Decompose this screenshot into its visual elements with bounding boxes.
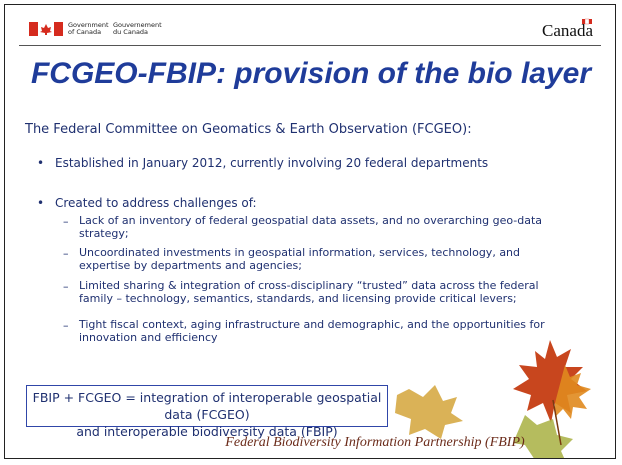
bullet-text: Established in January 2012, currently i… bbox=[55, 156, 489, 170]
maple-leaves bbox=[395, 340, 591, 458]
intro: The Federal Committee on Geomatics & Ear… bbox=[25, 122, 472, 137]
bullet-marker: • bbox=[37, 196, 45, 210]
sub-bullet-text: Uncoordinated investments in geospatial … bbox=[79, 246, 521, 272]
header-rule bbox=[19, 45, 601, 46]
box-line: and interoperable biodiversity data (FBI… bbox=[76, 424, 338, 439]
wordmark: Canada bbox=[542, 21, 593, 40]
box-line: FBIP + FCGEO = integration of interopera… bbox=[32, 390, 382, 422]
sub-marker: – bbox=[63, 319, 69, 332]
slide-title: FCGEO-FBIP: provision of the bio layer bbox=[30, 57, 592, 90]
sub-bullet-text: Limited sharing & integration of cross-d… bbox=[79, 279, 539, 305]
sub-marker: – bbox=[63, 215, 69, 228]
decoration bbox=[29, 18, 592, 458]
wordmark-flag bbox=[582, 18, 592, 25]
government-fr: Gouvernement du Canada bbox=[113, 21, 162, 36]
sub-bullet-text: Lack of an inventory of federal geospati… bbox=[79, 214, 543, 240]
slide: Government of Canada Gouvernement du Can… bbox=[4, 4, 616, 459]
sub-bullet-text: Tight fiscal context, aging infrastructu… bbox=[79, 318, 545, 344]
footer: Federal Biodiversity Information Partner… bbox=[225, 435, 525, 450]
sub-marker: – bbox=[63, 280, 69, 293]
bullet-text: Created to address challenges of: bbox=[55, 196, 257, 210]
bullet-marker: • bbox=[37, 156, 45, 170]
sub-marker: – bbox=[63, 247, 69, 260]
summary-box: FBIP + FCGEO = integration of interopera… bbox=[26, 385, 388, 439]
government-en: Government of Canada bbox=[68, 21, 109, 36]
canada-flag bbox=[29, 22, 63, 36]
